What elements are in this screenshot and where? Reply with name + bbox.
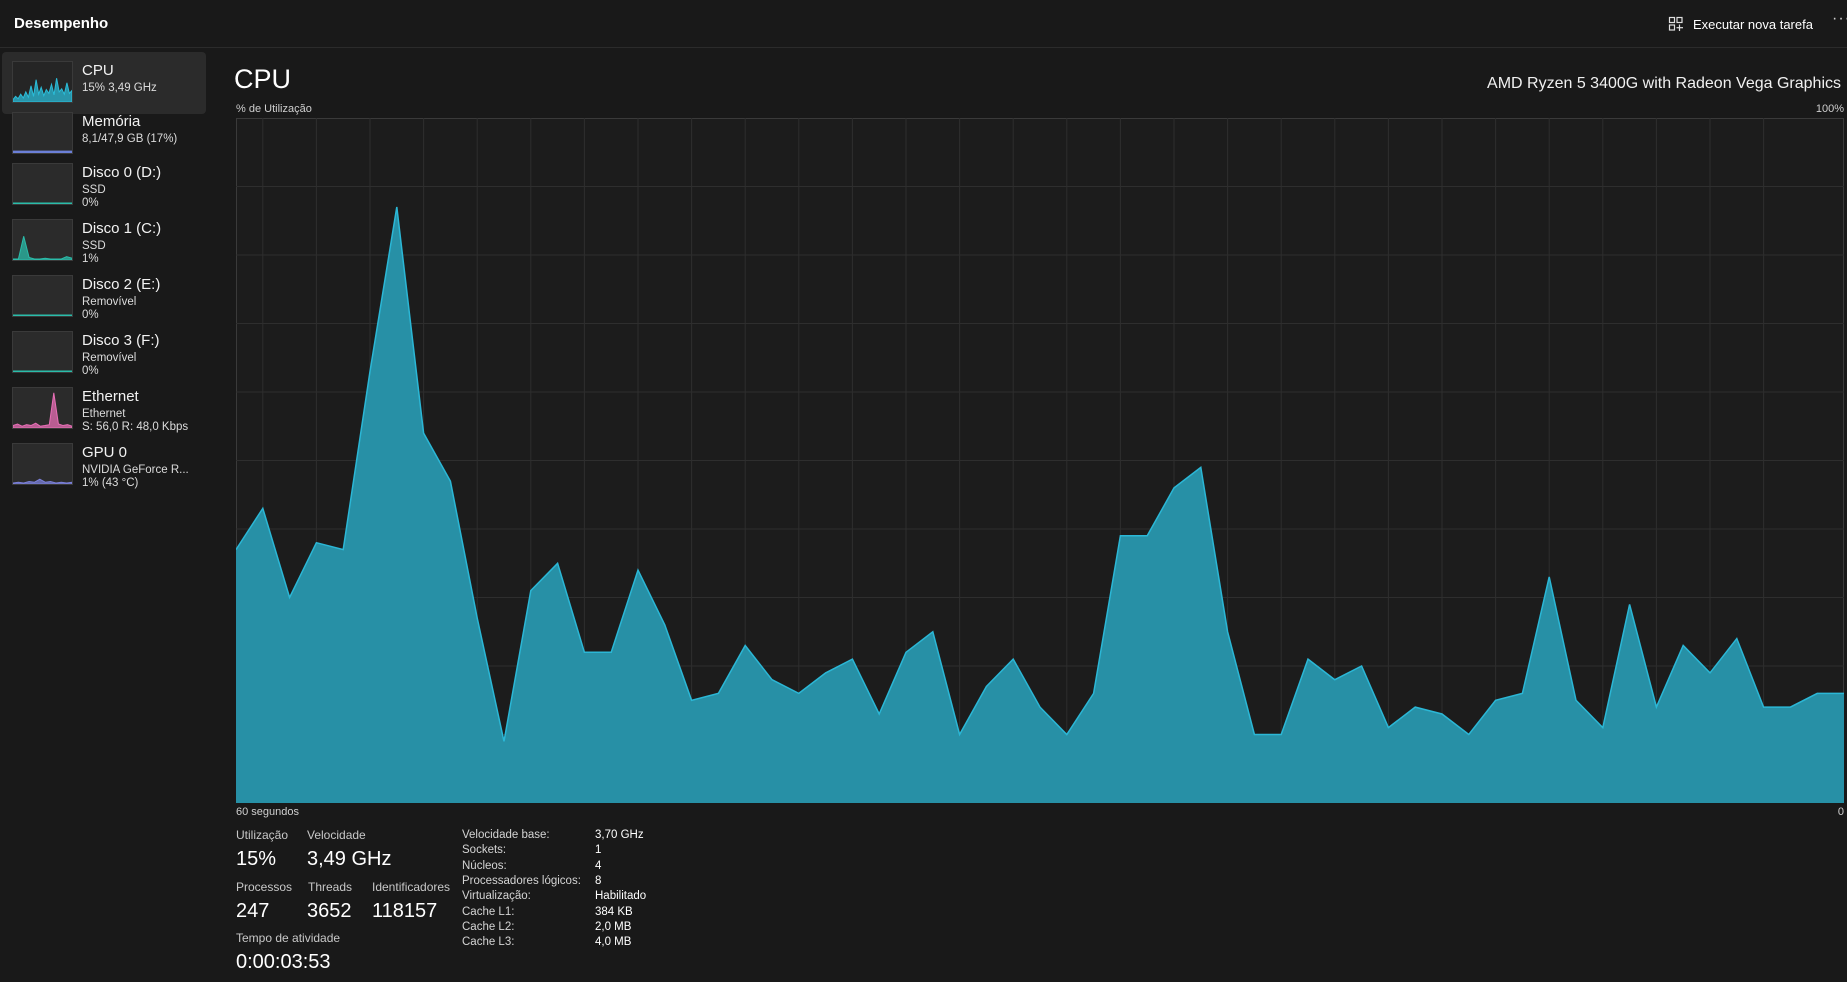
handles-label: Identificadores (372, 880, 451, 894)
utilization-value: 15% (236, 848, 277, 870)
thumbnail-graph-svg (13, 78, 72, 102)
thumbnail-history-area (13, 236, 72, 260)
thumbnail-graph-svg (13, 202, 72, 204)
sidebar-item-disco-2-e[interactable]: Disco 2 (E:) Removível 0% (2, 266, 206, 328)
utilization-label: Utilização (236, 828, 289, 842)
spec-value: 4 (595, 859, 602, 872)
utilization-axis-label: % de Utilização (236, 103, 312, 115)
sidebar-thumbnail-graph (12, 387, 73, 429)
thumbnail-graph-svg (13, 478, 72, 484)
spec-label: Velocidade base: (462, 829, 550, 841)
threads-label: Threads (308, 880, 353, 894)
sidebar-item-name: Disco 3 (F:) (82, 332, 160, 349)
new-task-icon (1668, 16, 1683, 31)
sidebar-item-disco-1-c[interactable]: Disco 1 (C:) SSD 1% (2, 210, 206, 272)
thumbnail-history-area (13, 202, 72, 204)
speed-value: 3,49 GHz (307, 848, 392, 870)
sidebar-item-detail: NVIDIA GeForce R... (82, 464, 189, 476)
spec-label: Núcleos: (462, 859, 507, 872)
sidebar-item-detail: 1% (82, 253, 99, 265)
sidebar-item-name: Ethernet (82, 388, 139, 405)
page-title: Desempenho (14, 15, 109, 32)
sidebar-item-detail: SSD (82, 240, 106, 252)
cpu-panel: CPU AMD Ryzen 5 3400G with Radeon Vega G… (234, 52, 1847, 982)
sidebar-item-name: Disco 2 (E:) (82, 276, 161, 293)
spec-label: Cache L2: (462, 920, 515, 933)
sidebar-item-ethernet[interactable]: Ethernet Ethernet S: 56,0 R: 48,0 Kbps (2, 378, 206, 440)
speed-label: Velocidade (307, 828, 366, 842)
more-options-button[interactable]: ··· (1832, 10, 1847, 27)
sidebar-item-detail: 0% (82, 197, 99, 209)
threads-value: 3652 (307, 900, 352, 922)
run-new-task-label: Executar nova tarefa (1693, 16, 1813, 32)
sidebar-item-detail: 0% (82, 309, 99, 321)
time-end-label: 0 (1837, 806, 1844, 818)
sidebar-item-name: CPU (82, 62, 114, 79)
sidebar-item-disco-3-f[interactable]: Disco 3 (F:) Removível 0% (2, 322, 206, 384)
thumbnail-graph-svg (13, 236, 72, 260)
thumbnail-history-area (13, 370, 72, 372)
thumbnail-graph-svg (13, 314, 72, 316)
processes-label: Processos (236, 880, 293, 894)
sidebar-item-detail: Removível (82, 352, 137, 364)
sidebar-thumbnail-graph (12, 163, 73, 205)
sidebar-thumbnail-graph (12, 219, 73, 261)
spec-value: 4,0 MB (595, 936, 632, 949)
sidebar-item-cpu[interactable]: CPU 15% 3,49 GHz (2, 52, 206, 114)
thumbnail-graph-svg (13, 370, 72, 372)
processes-value: 247 (236, 900, 270, 922)
uptime-value: 0:00:03:53 (236, 951, 331, 973)
sidebar-item-disco-0-d[interactable]: Disco 0 (D:) SSD 0% (2, 154, 206, 216)
sidebar-item-memoria[interactable]: Memória 8,1/47,9 GB (17%) (2, 103, 206, 165)
sidebar-thumbnail-graph (12, 275, 73, 317)
sidebar-item-name: GPU 0 (82, 444, 128, 461)
sidebar-item-detail: S: 56,0 R: 48,0 Kbps (82, 421, 189, 433)
spec-label: Processadores lógicos: (462, 874, 581, 887)
spec-value: 8 (595, 874, 602, 887)
spec-value: 3,70 GHz (595, 829, 644, 841)
max-value-label: 100% (1815, 103, 1844, 115)
spec-label: Virtualização: (462, 890, 531, 903)
sidebar-item-detail: Removível (82, 296, 137, 308)
cpu-utilization-graph (236, 118, 1844, 803)
spec-value: 2,0 MB (595, 920, 632, 933)
run-new-task-button[interactable]: Executar nova tarefa (1668, 12, 1813, 36)
thumbnail-history-area (13, 392, 72, 428)
thumbnail-history-area (13, 478, 72, 484)
spec-value: 384 KB (595, 905, 633, 918)
sidebar-item-name: Memória (82, 113, 141, 130)
sidebar-item-name: Disco 1 (C:) (82, 220, 162, 237)
uptime-label: Tempo de atividade (236, 931, 341, 945)
sidebar-thumbnail-graph (12, 443, 73, 485)
thumbnail-graph-svg (13, 392, 72, 428)
cpu-model-name: AMD Ryzen 5 3400G with Radeon Vega Graph… (1487, 75, 1841, 92)
time-window-label: 60 segundos (236, 806, 299, 818)
handles-value: 118157 (372, 900, 438, 922)
thumbnail-history-area (13, 78, 72, 102)
thumbnail-graph-svg (13, 150, 72, 153)
spec-value: 1 (595, 844, 602, 857)
sidebar-item-gpu-0[interactable]: GPU 0 NVIDIA GeForce R... 1% (43 °C) (2, 434, 206, 496)
spec-label: Cache L1: (462, 905, 515, 918)
sidebar-thumbnail-graph (12, 61, 73, 103)
sidebar-item-name: Disco 0 (D:) (82, 164, 162, 181)
sidebar-item-detail: 8,1/47,9 GB (17%) (82, 133, 178, 145)
cpu-title: CPU (234, 64, 292, 94)
spec-label: Sockets: (462, 844, 507, 857)
sidebar-thumbnail-graph (12, 112, 73, 154)
sidebar-item-detail: 0% (82, 365, 99, 377)
cpu-utilization-area (236, 207, 1844, 803)
cpu-utilization-line (236, 206, 1844, 742)
top-bar: Desempenho Executar nova tarefa ··· (0, 0, 1847, 48)
sidebar-item-detail: Ethernet (82, 408, 126, 420)
sidebar-item-detail: SSD (82, 184, 106, 196)
spec-label: Cache L3: (462, 936, 515, 949)
sidebar-item-detail: 1% (43 °C) (82, 477, 139, 489)
thumbnail-history-area (13, 314, 72, 316)
sidebar-item-detail: 15% 3,49 GHz (82, 82, 157, 94)
spec-value: Habilitado (595, 890, 647, 903)
sidebar-thumbnail-graph (12, 331, 73, 373)
thumbnail-level-bar (13, 150, 72, 153)
